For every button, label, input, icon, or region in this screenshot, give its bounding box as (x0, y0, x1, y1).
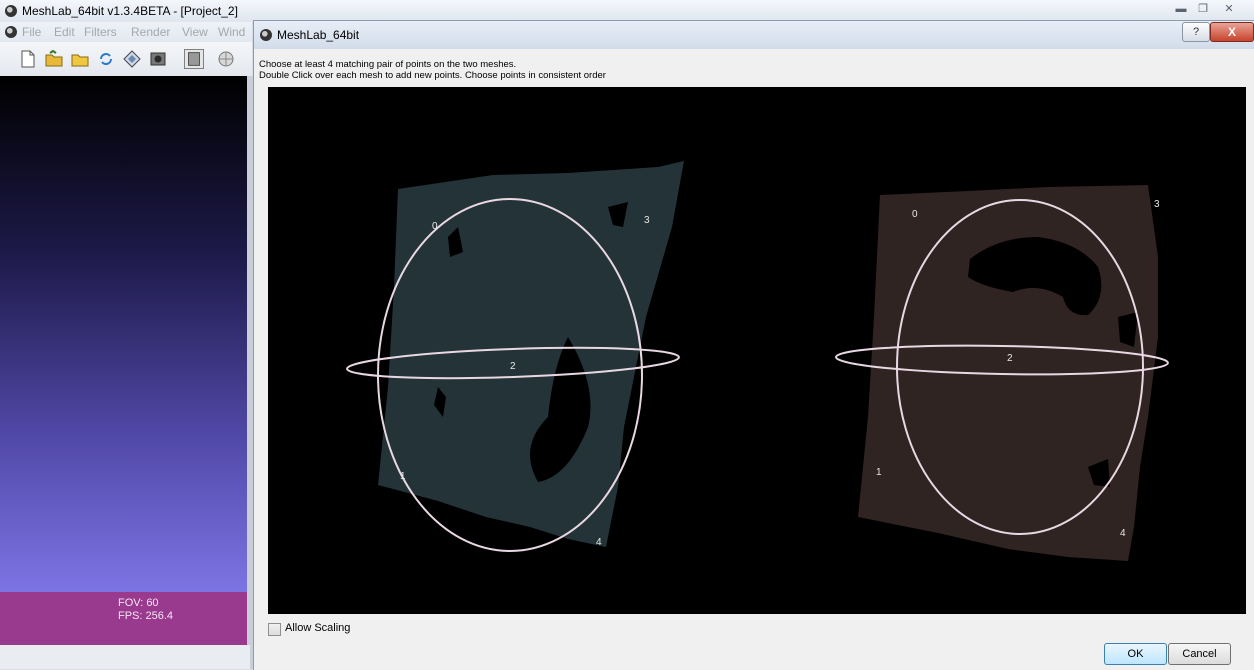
instruction-line-2: Double Click over each mesh to add new p… (259, 70, 606, 81)
snapshot-icon[interactable] (122, 49, 142, 69)
fps-readout: FPS: 256.4 (118, 610, 174, 622)
main-window-edge (247, 76, 254, 669)
reload-icon[interactable] (96, 49, 116, 69)
fov-readout: FOV: 60 (118, 597, 159, 609)
dialog-title: MeshLab_64bit (277, 28, 360, 42)
right-point-1: 1 (876, 467, 882, 478)
menu-app-icon (5, 26, 17, 38)
right-point-2: 2 (1007, 353, 1013, 364)
help-button[interactable]: ? (1182, 22, 1210, 42)
right-trackball-vertical (896, 199, 1144, 535)
close-icon[interactable]: ✕ (1224, 3, 1234, 15)
left-mesh-view[interactable]: 0 1 2 3 4 (346, 161, 684, 552)
main-title-bar: MeshLab_64bit v1.3.4BETA - [Project_2] ▬… (0, 0, 1254, 22)
allow-scaling-label[interactable]: Allow Scaling (285, 622, 351, 634)
dialog-close-button[interactable]: X (1210, 22, 1254, 42)
render-info-panel: FOV: 60 FPS: 256.4 (0, 592, 247, 645)
left-point-3: 3 (644, 215, 650, 226)
mesh-icon[interactable] (216, 49, 236, 69)
dialog-title-bar: MeshLab_64bit ? X (254, 21, 1254, 49)
meshlab-app-icon (5, 5, 17, 17)
allow-scaling-checkbox[interactable] (268, 623, 281, 636)
open-project-icon[interactable] (70, 49, 90, 69)
left-point-2: 2 (510, 361, 516, 372)
right-trackball-horizontal (835, 344, 1169, 376)
main-3d-viewport[interactable] (0, 76, 247, 592)
layers-icon[interactable] (184, 49, 204, 69)
camera-icon[interactable] (148, 49, 168, 69)
mesh-pick-canvas: 0 1 2 3 4 0 1 2 3 4 (268, 87, 1246, 614)
menu-filters[interactable]: Filters (84, 25, 117, 39)
left-point-0: 0 (432, 221, 438, 232)
right-mesh-view[interactable]: 0 1 2 3 4 (835, 185, 1169, 561)
main-status-bar (0, 645, 250, 669)
right-point-4: 4 (1120, 528, 1126, 539)
main-toolbar (0, 42, 252, 77)
left-point-4: 4 (596, 537, 602, 548)
main-menu-bar: File Edit Filters Render View Wind (0, 22, 252, 42)
open-folder-icon[interactable] (44, 49, 64, 69)
menu-render[interactable]: Render (131, 25, 171, 39)
menu-file[interactable]: File (22, 25, 42, 39)
cancel-button[interactable]: Cancel (1168, 643, 1231, 665)
minimize-icon[interactable]: ▬ (1175, 3, 1187, 15)
restore-icon[interactable]: ❐ (1198, 3, 1208, 15)
menu-window[interactable]: Wind (218, 25, 246, 39)
ok-button[interactable]: OK (1104, 643, 1167, 665)
main-window-title: MeshLab_64bit v1.3.4BETA - [Project_2] (22, 4, 238, 18)
new-file-icon[interactable] (18, 49, 38, 69)
right-point-3: 3 (1154, 199, 1160, 210)
instruction-line-1: Choose at least 4 matching pair of point… (259, 59, 517, 70)
main-window-controls: ▬ ❐ ✕ (1170, 1, 1250, 19)
right-point-0: 0 (912, 209, 918, 220)
left-trackball-horizontal (346, 346, 680, 380)
menu-view[interactable]: View (182, 25, 208, 39)
menu-edit[interactable]: Edit (54, 25, 75, 39)
left-point-1: 1 (400, 471, 406, 482)
dialog-app-icon (260, 29, 272, 41)
align-dialog: MeshLab_64bit ? X Choose at least 4 matc… (253, 20, 1254, 670)
